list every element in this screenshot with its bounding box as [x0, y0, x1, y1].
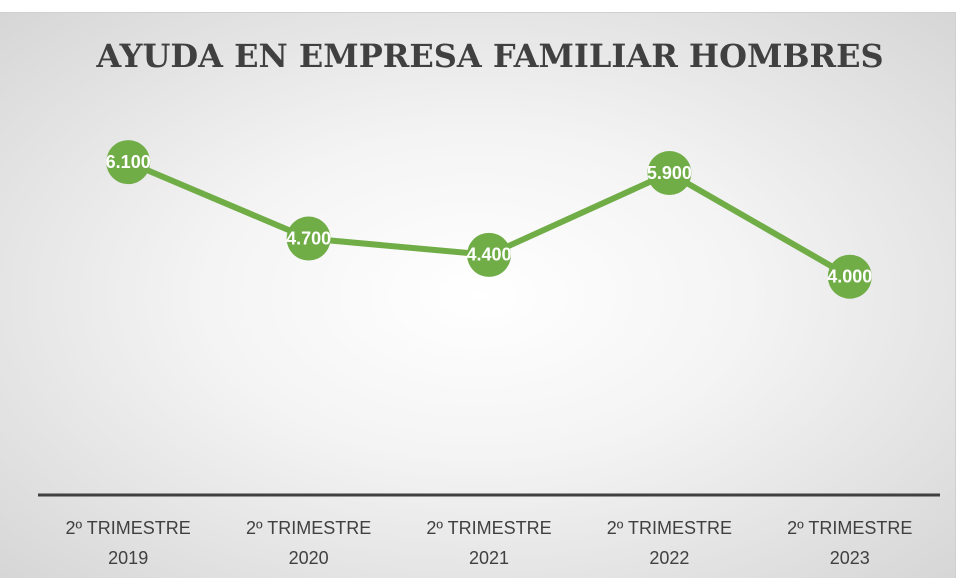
x-tick-label: 2º TRIMESTRE 2021 [426, 518, 552, 568]
x-tick-label: 2º TRIMESTRE 2020 [245, 518, 372, 568]
data-label: 6.100 [106, 152, 151, 172]
marker [827, 254, 872, 299]
chart-title: AYUDA EN EMPRESA FAMILIAR HOMBRES [95, 37, 883, 75]
data-label: 4.400 [466, 245, 511, 265]
marker [467, 232, 511, 277]
data-label: 4.700 [286, 228, 331, 248]
x-tick-label: 2º TRIMESTRE 2022 [606, 518, 733, 568]
data-label: 4.000 [827, 266, 872, 286]
x-tick-label: 2º TRIMESTRE 2019 [65, 518, 191, 568]
x-tick-label: 2º TRIMESTRE 2023 [787, 518, 913, 568]
marker [286, 216, 331, 261]
marker [647, 151, 692, 196]
chart-area [0, 12, 956, 578]
marker [106, 140, 151, 185]
data-label: 5.900 [647, 163, 692, 183]
